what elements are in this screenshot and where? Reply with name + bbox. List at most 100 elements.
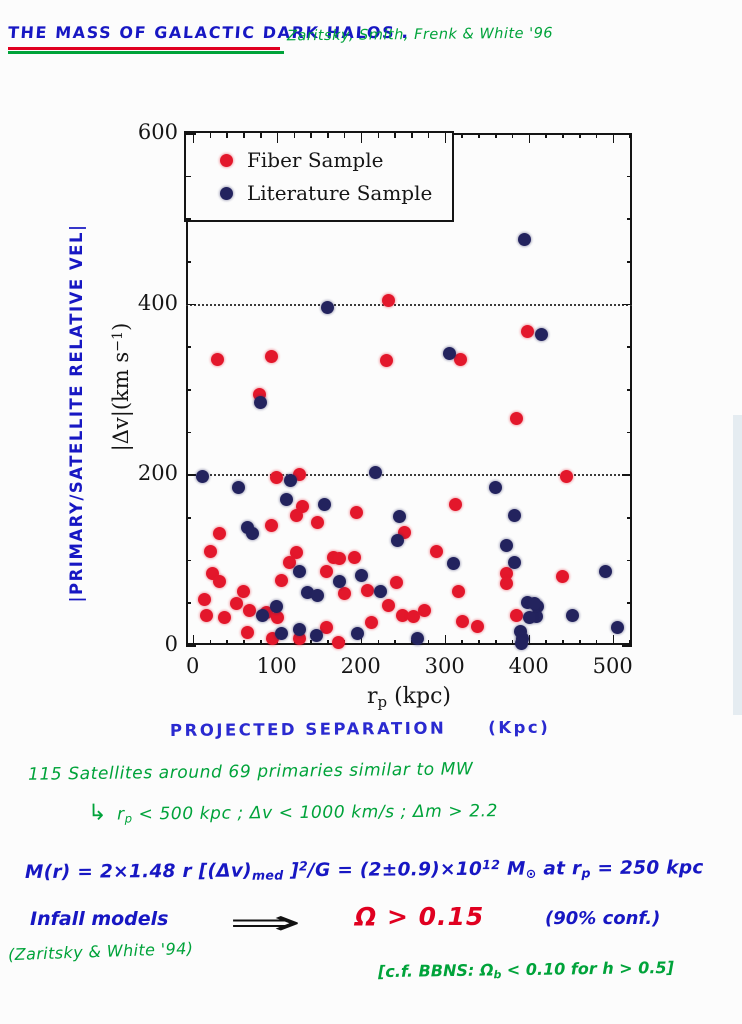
- data-point-literature: [507, 555, 521, 569]
- return-arrow-icon: ↳: [87, 800, 108, 826]
- x-axis-tick: [461, 640, 464, 645]
- x-axis-tick: [612, 133, 615, 143]
- data-point-literature: [534, 327, 548, 341]
- data-point-literature: [369, 466, 383, 480]
- x-axis-tick: [444, 133, 447, 143]
- x-axis-tick: [327, 640, 329, 645]
- x-axis-tick: [394, 133, 396, 138]
- data-point-literature: [611, 621, 625, 635]
- y-axis-tick: [627, 389, 632, 391]
- y-axis-tick: [186, 133, 196, 135]
- y-axis-label: |Δv|(km s−1): [109, 322, 133, 452]
- x-axis-tick: [343, 640, 346, 645]
- citation-zaritsky-white: (Zaritsky & White '94): [7, 938, 194, 965]
- data-point-literature: [392, 509, 406, 523]
- title-underline-red: [8, 47, 280, 50]
- data-point-fiber: [360, 583, 374, 597]
- x-axis-tick: [444, 635, 447, 645]
- x-axis-tick: [545, 640, 548, 645]
- x-axis-tick: [595, 133, 598, 138]
- data-point-literature: [528, 596, 542, 610]
- data-point-fiber: [213, 526, 227, 540]
- x-axis-tick: [511, 640, 514, 645]
- data-point-fiber: [265, 519, 279, 533]
- data-point-literature: [500, 538, 514, 552]
- y-axis-tick: [186, 303, 196, 306]
- x-axis-tick: [478, 640, 480, 645]
- y-axis-tick: [186, 218, 191, 220]
- x-axis-tick: [478, 133, 480, 138]
- y-tick-label: 200: [137, 461, 178, 486]
- y-axis-tick: [622, 474, 632, 476]
- y-tick-label: 0: [164, 632, 178, 656]
- data-point-literature: [292, 565, 306, 579]
- x-axis-tick: [579, 640, 581, 645]
- x-axis-tick: [427, 133, 430, 138]
- scan-artifact: [733, 415, 742, 715]
- y-axis-tick: [627, 517, 632, 519]
- y-axis-tick: [186, 474, 196, 476]
- y-axis-tick: [186, 517, 191, 519]
- note-selection-criteria: ↳ rp < 500 kpc ; Δv < 1000 km/s ; Δm > 2.…: [87, 800, 499, 826]
- y-tick-label: 600: [137, 120, 178, 144]
- x-axis-tick: [310, 640, 312, 645]
- data-point-fiber: [510, 609, 524, 623]
- data-point-fiber: [381, 293, 395, 307]
- y-axis-tick: [186, 645, 196, 647]
- x-axis-tick: [226, 133, 228, 138]
- note-infall-models: Infall models: [30, 908, 169, 930]
- x-axis-tick: [495, 640, 497, 645]
- x-axis-tick: [562, 133, 564, 138]
- mass-equation: M(r) = 2×1.48 r [(Δv)med ]2/G = (2±0.9)×…: [24, 857, 704, 884]
- y-axis-tick: [627, 261, 632, 263]
- y-axis-tick: [627, 218, 632, 220]
- data-point-literature: [321, 301, 335, 315]
- data-point-literature: [254, 396, 268, 410]
- data-point-literature: [280, 493, 294, 507]
- data-point-literature: [565, 609, 579, 623]
- data-point-fiber: [451, 584, 465, 598]
- data-point-fiber: [275, 573, 289, 587]
- data-point-literature: [599, 565, 613, 579]
- data-point-fiber: [350, 506, 363, 520]
- data-point-fiber: [348, 551, 362, 565]
- data-point-literature: [275, 626, 289, 640]
- y-axis-tick: [186, 346, 191, 348]
- data-point-literature: [292, 623, 306, 637]
- x-axis-tick: [579, 133, 581, 138]
- data-point-fiber: [559, 470, 573, 484]
- data-point-fiber: [218, 611, 232, 625]
- data-point-fiber: [333, 552, 347, 566]
- x-axis-tick: [327, 133, 329, 138]
- x-tick-label: 200: [340, 654, 381, 678]
- data-point-literature: [245, 526, 259, 540]
- y-axis-tick: [627, 602, 632, 604]
- note-bbns-comparison: [c.f. BBNS: Ωb < 0.10 for h > 0.5]: [377, 957, 674, 982]
- data-point-fiber: [203, 545, 217, 559]
- data-point-fiber: [455, 614, 469, 628]
- omega-result: Ω > 0.15: [355, 902, 485, 931]
- handwritten-x-axis-label: PROJECTED SEPARATION (Kpc): [169, 717, 551, 741]
- y-axis-tick: [186, 602, 191, 604]
- implies-arrow-icon: ⇒: [228, 903, 303, 943]
- scatter-plot: Fiber Sample Literature Sample: [184, 131, 632, 650]
- plot-legend: Fiber Sample Literature Sample: [184, 131, 454, 222]
- x-axis-tick: [243, 133, 245, 138]
- data-point-fiber: [271, 611, 285, 625]
- data-point-fiber: [510, 411, 524, 425]
- x-axis-tick: [310, 133, 312, 138]
- x-axis-tick: [293, 133, 296, 138]
- data-point-fiber: [365, 616, 379, 630]
- title-period: .: [401, 22, 409, 43]
- data-point-fiber: [381, 599, 395, 613]
- y-axis-tick: [622, 303, 632, 306]
- legend-item-literature: Literature Sample: [220, 181, 452, 205]
- y-axis-tick: [622, 133, 632, 135]
- data-point-fiber: [229, 596, 243, 610]
- x-tick-label: 100: [256, 654, 297, 678]
- data-point-literature: [523, 611, 537, 625]
- data-point-literature: [284, 473, 298, 487]
- data-point-literature: [318, 497, 332, 511]
- x-axis-tick: [209, 640, 212, 645]
- x-axis-tick: [209, 133, 212, 138]
